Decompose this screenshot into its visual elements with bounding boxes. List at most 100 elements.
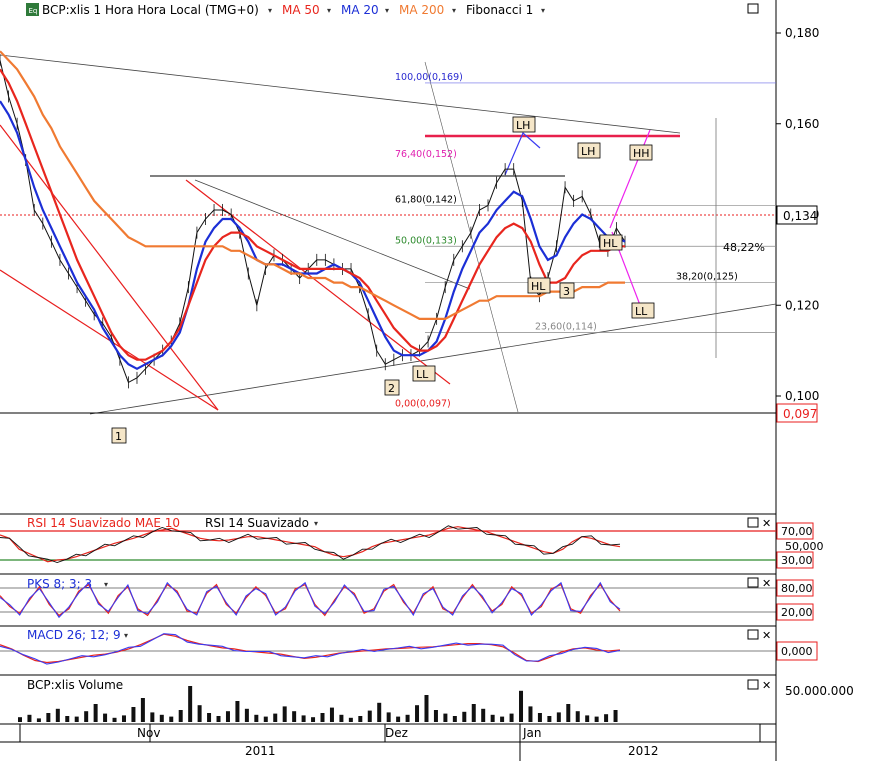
- volume-bar: [500, 716, 505, 722]
- price-plot-area: [0, 0, 776, 510]
- annotation-box[interactable]: [599, 234, 623, 251]
- annotation-box[interactable]: [512, 116, 536, 133]
- volume-bar: [178, 710, 183, 722]
- macd-close-icon[interactable]: ✕: [762, 629, 771, 642]
- volume-bar: [292, 711, 297, 722]
- volume-maximize-icon[interactable]: [747, 679, 759, 690]
- volume-bar: [547, 716, 552, 722]
- annotation-text: HH: [633, 147, 650, 160]
- ma200-label[interactable]: MA 200: [399, 3, 444, 17]
- volume-bar: [575, 711, 580, 722]
- fib-label: 50,00(0,133): [395, 235, 457, 246]
- volume-bar: [18, 717, 22, 722]
- fibonacci-levels: 100,00(0,169) 76,40(0,152) 61,80(0,142) 50,…: [395, 72, 776, 410]
- volume-bar: [613, 710, 618, 722]
- volume-bar: [566, 704, 571, 722]
- volume-bar: [282, 706, 287, 722]
- fib-label: 0,00(0,097): [395, 399, 451, 410]
- volume-bar: [519, 690, 524, 722]
- volume-bar: [131, 707, 136, 722]
- rsi-dropdown-icon[interactable]: ▾: [314, 519, 318, 528]
- eq-badge-icon[interactable]: [26, 3, 39, 16]
- series-ma-50: [0, 68, 625, 361]
- ma20-label[interactable]: MA 20: [341, 3, 379, 17]
- annotation-box[interactable]: [577, 142, 601, 159]
- annotation-text: HL: [603, 237, 618, 250]
- annotation-box[interactable]: [629, 144, 653, 161]
- volume-bar: [188, 686, 193, 722]
- macd-panel: MACD 26; 12; 9 ▾ ✕ 0,000: [0, 625, 818, 665]
- volume-bar: [329, 707, 334, 722]
- volume-bar: [84, 711, 89, 722]
- ma50-label[interactable]: MA 50: [282, 3, 320, 17]
- macd-title[interactable]: MACD 26; 12; 9: [27, 628, 121, 642]
- last-price-tag: [776, 205, 818, 225]
- volume-bar: [244, 708, 249, 722]
- ma50-dropdown-icon[interactable]: ▾: [327, 6, 331, 15]
- volume-bar: [415, 705, 420, 722]
- fib-label: 23,60(0,114): [535, 321, 597, 332]
- macd-maximize-icon[interactable]: [747, 629, 759, 640]
- pks-dropdown-icon[interactable]: ▾: [104, 580, 108, 589]
- volume-bar: [254, 714, 259, 722]
- annotation-box[interactable]: [559, 282, 575, 299]
- month-dez: Dez: [385, 726, 408, 740]
- rsi-50-text: 50,000: [785, 540, 824, 553]
- rsi-close-icon[interactable]: ✕: [762, 517, 771, 530]
- time-axis: Nov Dez Jan 2011 2012: [0, 723, 776, 761]
- annotation-text: 2: [388, 382, 395, 395]
- rsi-title[interactable]: RSI 14 Suavizado MAE 10: [27, 516, 180, 530]
- volume-bar: [348, 717, 353, 722]
- fib-label: 38,20(0,125): [676, 272, 738, 283]
- ma200-dropdown-icon[interactable]: ▾: [452, 6, 456, 15]
- ma20-dropdown-icon[interactable]: ▾: [385, 6, 389, 15]
- annotation-box[interactable]: [527, 277, 551, 294]
- rsi-maximize-icon[interactable]: [747, 517, 759, 528]
- volume-bar: [140, 698, 145, 722]
- annotation-text: LH: [581, 145, 595, 158]
- volume-title[interactable]: BCP:xlis Volume: [27, 678, 123, 692]
- symbol-dropdown-icon[interactable]: ▾: [268, 6, 272, 15]
- annotation-text: 1: [115, 430, 122, 443]
- annotation-box[interactable]: [111, 427, 127, 444]
- volume-bar: [74, 716, 79, 722]
- pks-title[interactable]: PKS 8; 3; 3: [27, 577, 92, 591]
- price-tick-label: 0,100: [785, 389, 819, 403]
- maximize-icon[interactable]: [747, 3, 759, 14]
- rsi-title2[interactable]: RSI 14 Suavizado: [205, 516, 309, 530]
- pks-maximize-icon[interactable]: [747, 577, 759, 588]
- annotation-text: LL: [635, 305, 648, 318]
- pct-label: 48,22%: [723, 241, 765, 254]
- volume-bar: [528, 706, 533, 722]
- volume-bar: [358, 716, 363, 722]
- support-price-tag: [776, 403, 818, 423]
- volume-bar: [93, 704, 98, 722]
- volume-bar: [405, 714, 410, 722]
- macd-dropdown-icon[interactable]: ▾: [124, 631, 128, 640]
- fibonacci-label[interactable]: Fibonacci 1: [466, 3, 533, 17]
- macd-zero-tag: [776, 641, 818, 661]
- volume-panel: BCP:xlis Volume ✕ 50.000.000: [0, 674, 854, 722]
- fibonacci-dropdown-icon[interactable]: ▾: [541, 6, 545, 15]
- volume-bar: [263, 716, 268, 722]
- volume-bar: [169, 716, 174, 722]
- annotation-text: LH: [516, 119, 530, 132]
- price-tick-label: 0,160: [785, 117, 819, 131]
- rsi-70-tag: [776, 522, 814, 540]
- fib-label: 61,80(0,142): [395, 194, 457, 205]
- pks-close-icon[interactable]: ✕: [762, 577, 771, 590]
- volume-bar: [55, 708, 60, 722]
- volume-close-icon[interactable]: ✕: [762, 679, 771, 692]
- volume-bar: [377, 702, 382, 722]
- annotation-box[interactable]: [384, 379, 400, 396]
- volume-bar: [207, 713, 212, 722]
- volume-bar: [481, 708, 486, 722]
- pks-slow-line: [0, 583, 621, 617]
- volume-bar: [46, 713, 51, 722]
- volume-bar: [537, 713, 542, 722]
- volume-bar: [225, 711, 230, 722]
- annotation-box[interactable]: [412, 365, 436, 382]
- rsi-70-text: 70,00: [781, 525, 813, 538]
- annotation-box[interactable]: [631, 302, 655, 319]
- symbol-label[interactable]: BCP:xlis 1 Hora Hora Local (TMG+0): [42, 3, 259, 17]
